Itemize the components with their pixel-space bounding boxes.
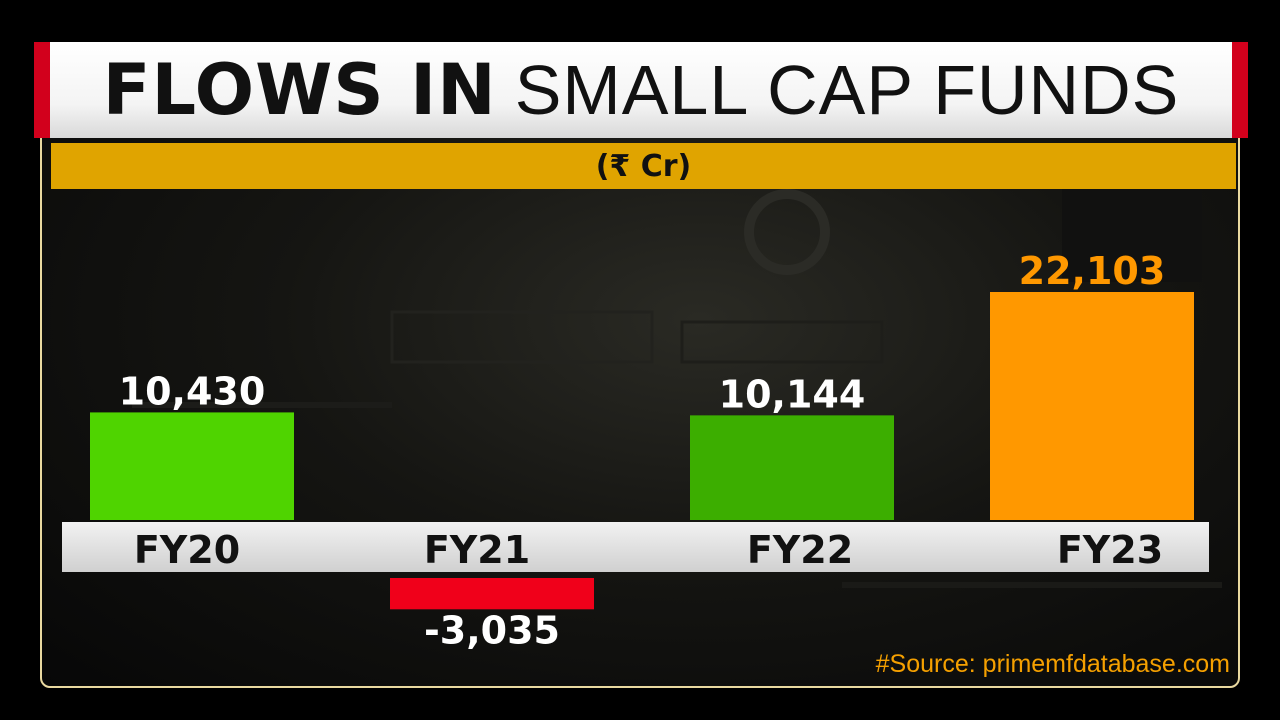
x-axis-band [62, 522, 1209, 572]
category-label-fy20: FY20 [134, 528, 240, 572]
unit-label-bar: (₹ Cr) [51, 143, 1236, 189]
value-label-fy21: -3,035 [424, 608, 560, 652]
title-light-part: SMALL CAP FUNDS [514, 51, 1180, 129]
bar-fy22 [690, 415, 894, 520]
title-banner: FLOWS IN SMALL CAP FUNDS [34, 42, 1248, 138]
category-label-fy22: FY22 [747, 528, 853, 572]
title-bold-part: FLOWS IN [102, 49, 497, 131]
unit-label: (₹ Cr) [595, 148, 692, 184]
bar-fy20 [90, 412, 294, 520]
value-label-fy22: 10,144 [719, 372, 866, 416]
chart-title: FLOWS IN SMALL CAP FUNDS [103, 55, 1180, 125]
category-label-fy23: FY23 [1057, 528, 1163, 572]
value-label-fy20: 10,430 [119, 369, 266, 413]
value-label-fy23: 22,103 [1019, 249, 1166, 293]
bar-fy21 [390, 578, 594, 610]
bar-fy23 [990, 292, 1194, 520]
category-label-fy21: FY21 [424, 528, 530, 572]
source-note: #Source: primemfdatabase.com [875, 650, 1230, 678]
